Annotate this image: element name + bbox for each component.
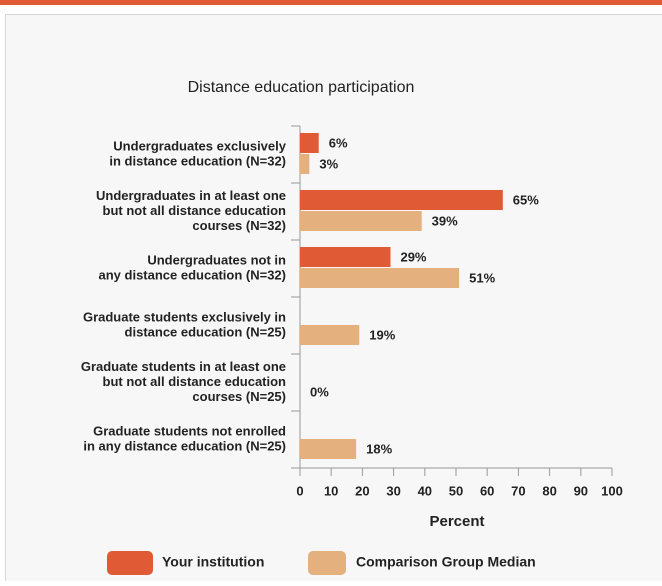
category-label: Graduate students not enrolled bbox=[93, 423, 286, 438]
value-label: 51% bbox=[469, 270, 495, 285]
legend-label: Comparison Group Median bbox=[356, 554, 536, 570]
value-label: 0% bbox=[310, 384, 329, 399]
bar bbox=[300, 268, 459, 288]
category-label: Graduate students exclusively in bbox=[83, 309, 286, 324]
x-tick-label: 0 bbox=[296, 483, 303, 498]
category-label: in any distance education (N=25) bbox=[83, 438, 286, 453]
category-label: in distance education (N=32) bbox=[109, 153, 286, 168]
legend-swatch bbox=[308, 551, 346, 575]
legend-label: Your institution bbox=[162, 554, 264, 570]
value-label: 18% bbox=[366, 441, 392, 456]
category-label: courses (N=25) bbox=[192, 389, 286, 404]
x-axis-label: Percent bbox=[429, 513, 484, 530]
bar bbox=[300, 211, 422, 231]
chart-title: Distance education participation bbox=[188, 79, 415, 96]
category-label: Undergraduates not in bbox=[147, 252, 286, 267]
value-label: 6% bbox=[329, 135, 348, 150]
x-tick-label: 40 bbox=[418, 483, 432, 498]
x-tick-label: 20 bbox=[355, 483, 369, 498]
category-label: Graduate students in at least one bbox=[81, 359, 286, 374]
category-label: but not all distance education bbox=[103, 374, 287, 389]
top-bar bbox=[0, 0, 662, 5]
category-label: any distance education (N=32) bbox=[99, 267, 286, 282]
legend-swatch bbox=[107, 551, 153, 575]
value-label: 19% bbox=[369, 327, 395, 342]
category-label: courses (N=32) bbox=[192, 218, 286, 233]
category-label: distance education (N=25) bbox=[125, 324, 286, 339]
category-label: Undergraduates exclusively bbox=[113, 138, 286, 153]
value-label: 29% bbox=[400, 249, 426, 264]
bar bbox=[300, 439, 356, 459]
bar bbox=[300, 247, 390, 267]
value-label: 3% bbox=[319, 156, 338, 171]
category-label: Undergraduates in at least one bbox=[96, 188, 286, 203]
bar bbox=[300, 154, 309, 174]
category-label: but not all distance education bbox=[103, 203, 287, 218]
bar bbox=[300, 325, 359, 345]
x-tick-label: 70 bbox=[511, 483, 525, 498]
x-tick-label: 30 bbox=[386, 483, 400, 498]
bar bbox=[300, 190, 503, 210]
x-tick-label: 50 bbox=[449, 483, 463, 498]
x-tick-label: 60 bbox=[480, 483, 494, 498]
x-tick-label: 10 bbox=[324, 483, 338, 498]
value-label: 39% bbox=[432, 213, 458, 228]
x-tick-label: 80 bbox=[542, 483, 556, 498]
x-tick-label: 100 bbox=[601, 483, 623, 498]
x-tick-label: 90 bbox=[574, 483, 588, 498]
value-label: 65% bbox=[513, 192, 539, 207]
bar bbox=[300, 133, 319, 153]
